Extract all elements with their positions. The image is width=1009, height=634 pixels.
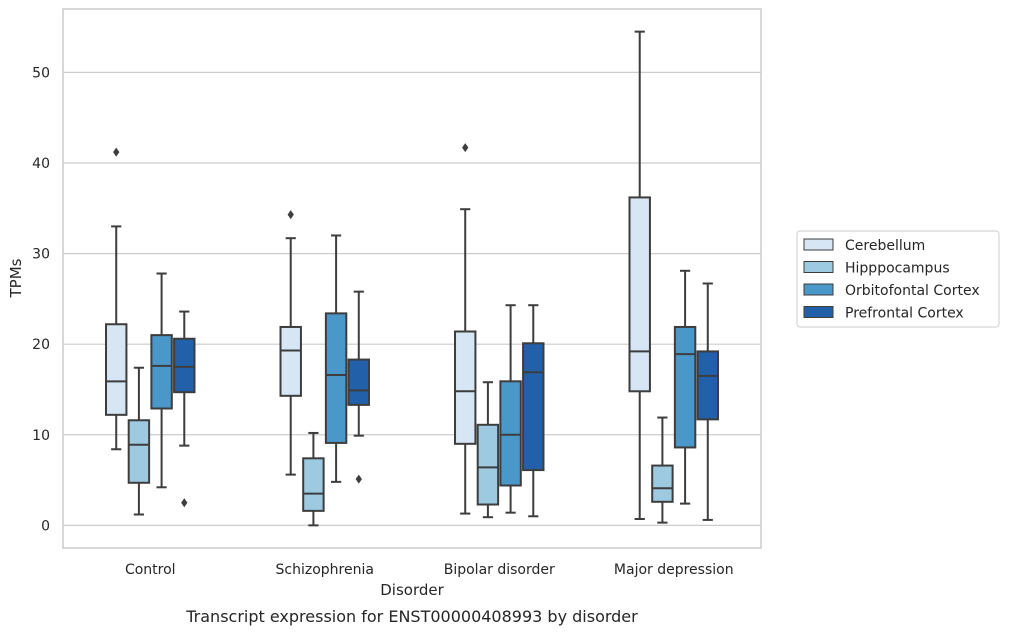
- legend: Cerebellum Hipppocampus Orbitofontal Corte…: [796, 230, 1000, 328]
- y-tick-label: 20: [32, 337, 50, 353]
- category-group: [628, 30, 719, 524]
- chart-caption: Transcript expression for ENST0000040899…: [185, 607, 638, 626]
- outlier-point: [113, 147, 120, 157]
- legend-frame: [796, 230, 1000, 328]
- outlier-point: [355, 474, 362, 484]
- y-tick-label: 40: [32, 156, 50, 172]
- plot-frame: [62, 8, 762, 549]
- category-group: [279, 210, 370, 527]
- outlier-point: [287, 210, 294, 220]
- outlier-point: [181, 498, 188, 508]
- category-group: [105, 147, 196, 516]
- box-body: [522, 342, 545, 472]
- box-body: [324, 312, 348, 444]
- outlier-point: [462, 143, 469, 153]
- y-tick-label: 10: [32, 428, 50, 444]
- box: [454, 143, 477, 515]
- box: [651, 416, 674, 524]
- box-body: [673, 325, 697, 449]
- box: [279, 210, 302, 476]
- box-body: [302, 457, 325, 512]
- box-body: [173, 337, 196, 394]
- x-tick-labels: Control Schizophrenia Bipolar disorder Majo…: [125, 562, 734, 578]
- box-body: [454, 330, 477, 445]
- y-tick-label: 50: [32, 65, 50, 81]
- box-body: [279, 325, 302, 397]
- box: [696, 282, 719, 521]
- box: [302, 431, 325, 527]
- box-body: [499, 380, 522, 487]
- legend-entry: Orbitofontal Cortex: [845, 283, 980, 299]
- box-body: [150, 334, 173, 410]
- box-body: [476, 423, 500, 506]
- box-body: [127, 419, 151, 484]
- box: [673, 269, 697, 505]
- box: [324, 234, 348, 483]
- legend-swatch: [803, 283, 834, 296]
- legend-entry: Prefrontal Cortex: [845, 306, 964, 322]
- x-tick-label: Schizophrenia: [276, 562, 374, 578]
- y-tick-label: 0: [41, 518, 50, 534]
- box-groups: [105, 30, 719, 527]
- y-tick-label: 30: [32, 247, 50, 263]
- box-body: [651, 464, 674, 503]
- box-body: [628, 196, 651, 393]
- legend-swatch: [803, 306, 834, 318]
- legend-swatch: [803, 261, 834, 273]
- box: [150, 272, 173, 489]
- x-tick-label: Bipolar disorder: [444, 562, 555, 578]
- x-tick-label: Major depression: [614, 562, 734, 578]
- box: [105, 147, 128, 451]
- legend-entry: Hipppocampus: [845, 261, 950, 277]
- box-body: [347, 358, 370, 406]
- legend-entry: Cerebellum: [845, 238, 925, 254]
- box: [522, 304, 545, 518]
- box: [499, 304, 522, 514]
- x-axis-label: Disorder: [380, 581, 444, 599]
- category-group: [454, 143, 545, 519]
- box-body: [105, 323, 128, 416]
- y-tick-labels: 0 10 20 30 40 50: [32, 65, 50, 534]
- box: [476, 381, 500, 519]
- x-tick-label: Control: [125, 562, 176, 578]
- y-axis-label: TPMs: [7, 258, 25, 298]
- box: [628, 30, 651, 521]
- box-body: [696, 350, 719, 421]
- box: [347, 290, 370, 484]
- box: [173, 310, 196, 508]
- legend-swatch: [803, 238, 834, 251]
- box: [127, 366, 151, 516]
